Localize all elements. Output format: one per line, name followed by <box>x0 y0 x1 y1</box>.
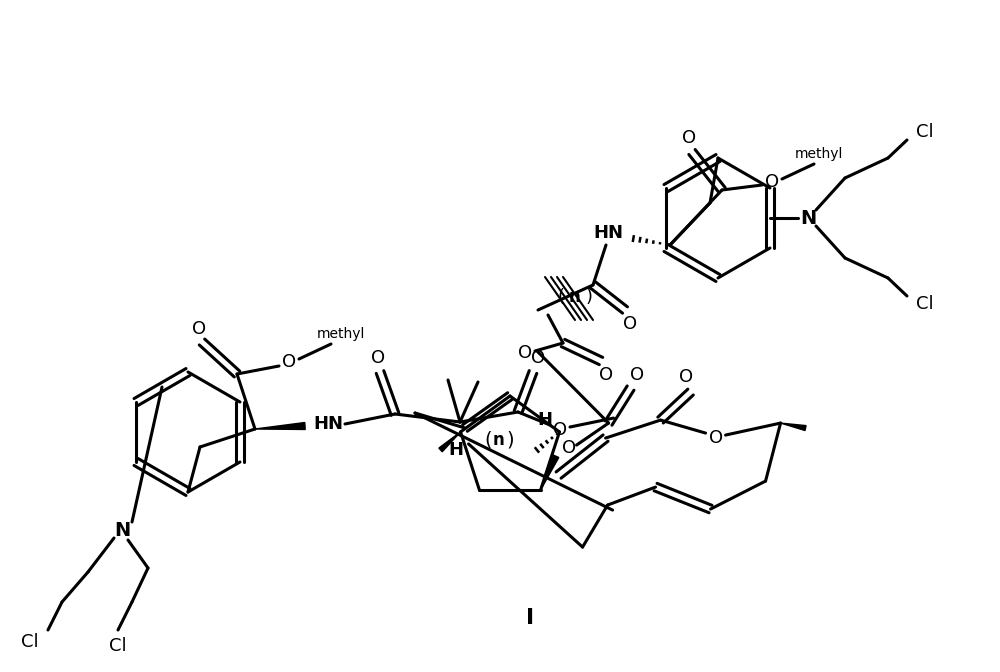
Text: methyl: methyl <box>317 327 365 341</box>
Text: O: O <box>562 439 576 457</box>
Text: Cl: Cl <box>916 295 934 313</box>
Text: O: O <box>282 353 296 371</box>
Text: O: O <box>679 368 693 386</box>
Text: O: O <box>531 349 545 367</box>
Text: (: ( <box>558 288 564 306</box>
Text: ): ) <box>586 288 592 306</box>
Text: O: O <box>192 320 206 338</box>
Text: n: n <box>492 431 504 449</box>
Text: H: H <box>537 411 552 429</box>
Text: O: O <box>765 173 779 191</box>
Text: O: O <box>599 366 613 384</box>
Text: HN: HN <box>593 224 623 242</box>
Text: Cl: Cl <box>109 637 127 655</box>
Text: O: O <box>371 349 385 367</box>
Text: n: n <box>569 288 581 306</box>
Text: O: O <box>709 429 723 447</box>
Text: H: H <box>448 441 463 459</box>
Text: (: ( <box>484 431 492 450</box>
Text: I: I <box>526 608 534 628</box>
Polygon shape <box>255 423 305 429</box>
Text: O: O <box>630 366 644 384</box>
Text: HN: HN <box>313 415 343 433</box>
Text: O: O <box>518 344 532 362</box>
Text: N: N <box>114 521 130 540</box>
Text: Cl: Cl <box>21 633 39 651</box>
Text: methyl: methyl <box>795 147 843 161</box>
Text: ): ) <box>506 431 514 450</box>
Text: O: O <box>682 129 696 147</box>
Polygon shape <box>439 432 461 452</box>
Polygon shape <box>781 423 806 431</box>
Text: O: O <box>553 421 567 439</box>
Text: N: N <box>800 208 816 228</box>
Text: O: O <box>623 315 637 333</box>
Text: Cl: Cl <box>916 123 934 141</box>
Polygon shape <box>541 455 559 490</box>
